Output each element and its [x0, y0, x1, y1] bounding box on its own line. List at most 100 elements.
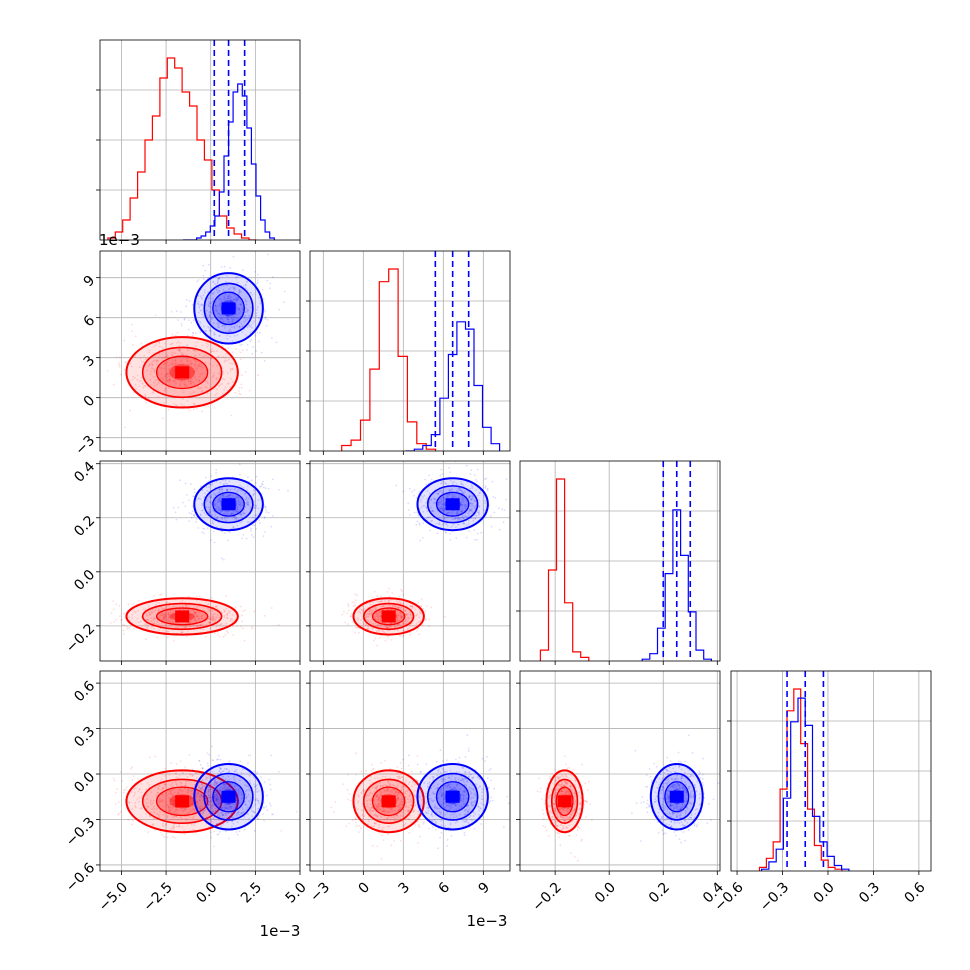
scatter-point	[249, 529, 252, 532]
scatter-point	[150, 362, 153, 365]
scatter-point	[238, 503, 241, 506]
scatter-point	[138, 380, 141, 383]
scatter-point	[188, 319, 190, 321]
scatter-point	[397, 606, 400, 609]
scatter-point	[255, 789, 257, 791]
scatter-point	[190, 619, 193, 621]
scatter-point	[371, 609, 373, 612]
scatter-point	[229, 370, 232, 373]
scatter-point	[181, 789, 184, 792]
scatter-point	[194, 354, 197, 357]
scatter-point	[217, 788, 220, 791]
scatter-point	[253, 524, 256, 527]
scatter-point	[205, 506, 208, 508]
scatter-point	[195, 518, 198, 520]
scatter-point	[399, 614, 402, 617]
scatter-point	[475, 538, 478, 541]
scatter-point	[198, 617, 201, 620]
scatter-point	[387, 600, 390, 603]
scatter-point	[159, 800, 161, 803]
scatter-point	[163, 618, 166, 621]
scatter-point	[152, 622, 154, 624]
scatter-point	[173, 369, 176, 372]
scatter-point	[214, 333, 217, 336]
scatter-point	[348, 793, 351, 795]
scatter-point	[236, 299, 239, 302]
scatter-point	[170, 618, 173, 621]
scatter-point	[221, 300, 224, 303]
scatter-point	[227, 512, 229, 515]
scatter-point	[220, 527, 222, 529]
scatter-point	[213, 331, 216, 334]
scatter-point	[470, 505, 472, 508]
scatter-point	[175, 772, 178, 775]
scatter-point	[193, 358, 195, 361]
scatter-point	[237, 489, 240, 491]
scatter-point	[118, 365, 121, 368]
scatter-point	[201, 617, 204, 620]
scatter-point	[472, 502, 474, 505]
scatter-point	[377, 613, 379, 615]
scatter-point	[244, 319, 247, 322]
scatter-point	[123, 789, 125, 792]
scatter-point	[368, 610, 371, 613]
scatter-point	[468, 510, 470, 513]
scatter-point	[200, 386, 203, 389]
scatter-point	[119, 615, 121, 617]
scatter-point	[219, 495, 222, 498]
scatter-point	[252, 322, 254, 324]
scatter-point	[224, 532, 226, 535]
scatter-point	[155, 344, 157, 347]
scatter-point	[89, 350, 91, 352]
scatter-point	[454, 526, 457, 529]
scatter-point	[153, 371, 156, 373]
scatter-point	[490, 525, 493, 528]
scatter-point	[241, 489, 244, 492]
scatter-point	[264, 316, 267, 318]
scatter-point	[201, 795, 204, 798]
scatter-point	[175, 772, 177, 775]
scatter-point	[198, 379, 201, 382]
scatter-point	[131, 344, 134, 346]
scatter-point	[232, 527, 235, 530]
scatter-point	[157, 382, 160, 384]
scatter-point	[211, 617, 214, 620]
scatter-point	[148, 396, 150, 399]
scatter-point	[241, 349, 244, 352]
scatter-point	[393, 625, 396, 628]
scatter-point	[174, 837, 176, 839]
scatter-point	[205, 601, 207, 603]
scatter-point	[195, 498, 198, 501]
scatter-point	[416, 755, 419, 758]
scatter-point	[440, 506, 443, 509]
scatter-point	[199, 373, 202, 375]
scatter-point	[226, 614, 228, 617]
scatter-point	[330, 806, 333, 809]
scatter-point	[215, 377, 218, 379]
scatter-point	[247, 476, 249, 479]
scatter-point	[379, 618, 382, 620]
scatter-point	[386, 626, 389, 629]
scatter-point	[197, 784, 200, 787]
scatter-point	[389, 767, 392, 770]
scatter-point	[168, 372, 171, 374]
scatter-point	[194, 491, 196, 494]
scatter-point	[207, 405, 209, 408]
scatter-point	[131, 779, 134, 781]
scatter-point	[187, 359, 189, 362]
scatter-point	[363, 607, 366, 610]
scatter-point	[399, 762, 402, 764]
scatter-point	[134, 383, 137, 386]
scatter-point	[137, 790, 140, 792]
scatter-point	[127, 603, 130, 606]
scatter-point	[212, 297, 214, 300]
scatter-point	[197, 527, 200, 529]
scatter-point	[463, 492, 465, 495]
scatter-point	[252, 494, 255, 497]
scatter-point	[440, 482, 442, 485]
density-peak-blue	[221, 790, 236, 803]
scatter-point	[223, 300, 226, 303]
scatter-point	[411, 605, 414, 608]
scatter-point	[436, 492, 438, 495]
scatter-point	[211, 520, 214, 522]
